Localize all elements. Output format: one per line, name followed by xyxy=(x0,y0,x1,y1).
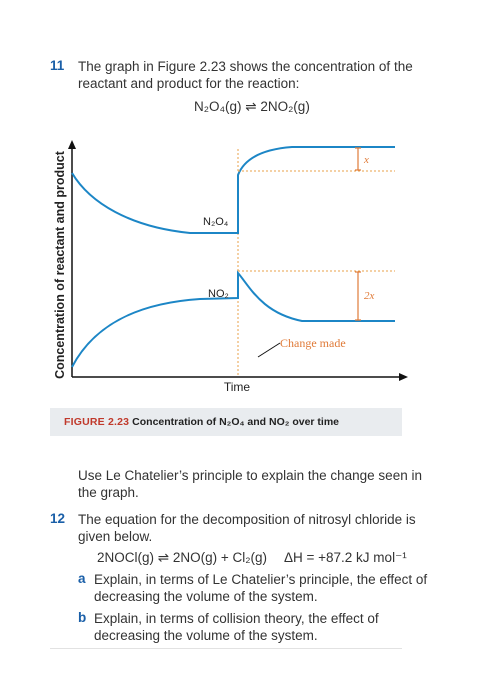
part-a-line1: Explain, in terms of Le Chatelier’s prin… xyxy=(94,572,428,587)
two-x-annotation-label: 2x xyxy=(364,290,375,302)
no2-label: NO₂ xyxy=(208,288,229,300)
question-11-line1: The graph in Figure 2.23 shows the conce… xyxy=(78,59,413,74)
y-axis-label: Concentration of reactant and product xyxy=(53,150,67,379)
change-made-pointer xyxy=(257,342,281,358)
question-12-line2: given below. xyxy=(78,529,153,544)
no2-curve xyxy=(71,270,395,368)
question-11-equation: N₂O₄(g) ⇌ 2NO₂(g) xyxy=(194,99,310,114)
caption-label: FIGURE 2.23 xyxy=(64,416,130,428)
question-11-line2: reactant and product for the reaction: xyxy=(78,76,300,91)
x-annotation-label: x xyxy=(363,154,369,166)
part-b-line1: Explain, in terms of collision theory, t… xyxy=(94,611,379,626)
part-b-line2: decreasing the volume of the system. xyxy=(94,628,318,643)
question-12-enthalpy: ΔH = +87.2 kJ mol⁻¹ xyxy=(284,550,407,565)
caption-text: Concentration of N₂O₄ and NO₂ over time xyxy=(132,416,340,428)
concentration-graph: Concentration of reactant and product Ti… xyxy=(53,140,408,394)
question-11-followup-line1: Use Le Chatelier’s principle to explain … xyxy=(78,468,422,483)
x-axis-label: Time xyxy=(224,380,251,394)
part-a-line2: decreasing the volume of the system. xyxy=(94,589,318,604)
question-12-equation: 2NOCl(g) ⇌ 2NO(g) + Cl₂(g) xyxy=(97,550,267,565)
part-b-letter: b xyxy=(78,610,87,625)
question-11-followup-line2: the graph. xyxy=(78,485,139,500)
question-12-number: 12 xyxy=(50,511,66,526)
y-axis-arrow xyxy=(68,140,76,149)
question-11-number: 11 xyxy=(50,58,65,73)
caption-background xyxy=(50,408,402,436)
change-made-label: Change made xyxy=(280,336,346,350)
figure-caption: FIGURE 2.23 Concentration of N₂O₄ and NO… xyxy=(64,416,339,428)
x-axis-arrow xyxy=(399,373,408,381)
n2o4-curve xyxy=(71,146,395,234)
part-a-letter: a xyxy=(78,571,86,586)
n2o4-label: N₂O₄ xyxy=(203,216,229,228)
question-12-line1: The equation for the decomposition of ni… xyxy=(78,512,416,527)
bottom-divider xyxy=(50,648,402,649)
